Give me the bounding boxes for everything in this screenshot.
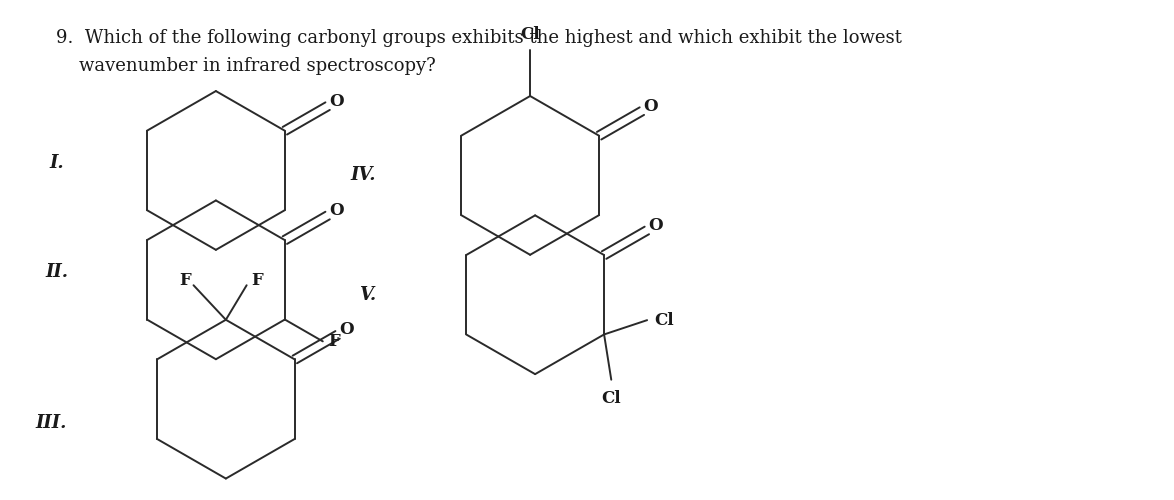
Text: O: O (329, 92, 344, 110)
Text: 9.  Which of the following carbonyl groups exhibits the highest and which exhibi: 9. Which of the following carbonyl group… (56, 29, 902, 47)
Text: Cl: Cl (601, 390, 621, 406)
Text: O: O (329, 202, 344, 219)
Text: II.: II. (45, 263, 68, 281)
Text: I.: I. (49, 154, 63, 172)
Text: O: O (643, 98, 657, 114)
Text: wavenumber in infrared spectroscopy?: wavenumber in infrared spectroscopy? (56, 57, 436, 75)
Text: III.: III. (35, 414, 66, 432)
Text: IV.: IV. (350, 166, 376, 184)
Text: O: O (339, 322, 353, 338)
Text: F: F (180, 272, 191, 289)
Text: Cl: Cl (654, 312, 674, 328)
Text: O: O (648, 217, 663, 234)
Text: F: F (328, 333, 339, 350)
Text: V.: V. (359, 286, 377, 304)
Text: F: F (251, 272, 263, 289)
Text: Cl: Cl (520, 26, 540, 43)
